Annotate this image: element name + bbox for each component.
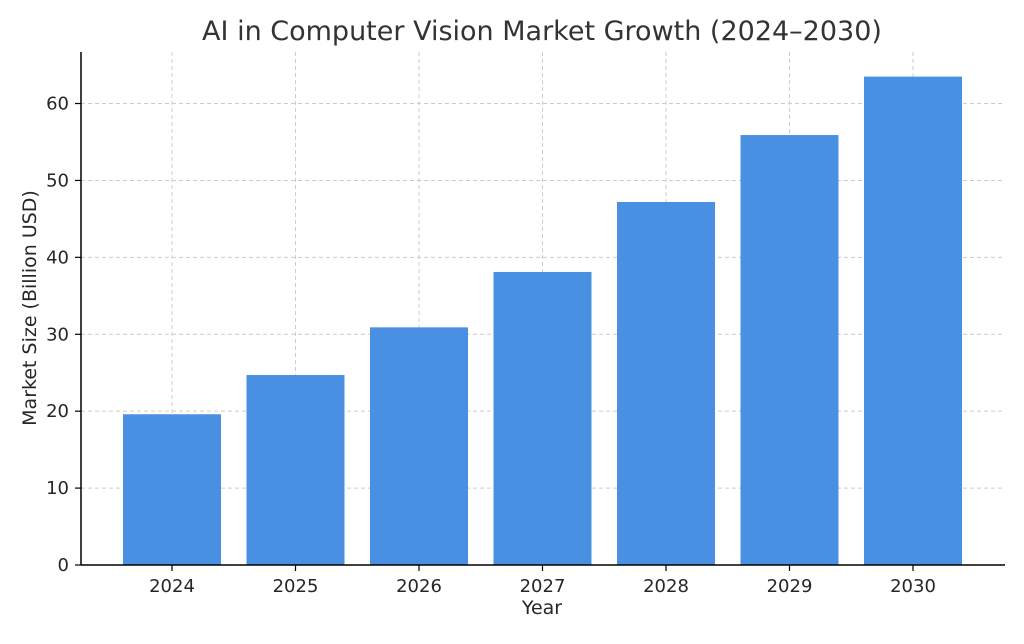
- y-axis-label: Market Size (Billion USD): [19, 190, 41, 426]
- y-tick-label: 30: [46, 324, 69, 345]
- y-tick-label: 20: [46, 401, 69, 422]
- y-tick-label: 50: [46, 170, 69, 191]
- y-tick-label: 60: [46, 94, 69, 115]
- x-tick-label: 2025: [273, 576, 319, 597]
- y-tick-label: 10: [46, 478, 69, 499]
- y-tick-label: 0: [58, 555, 69, 576]
- bar-2025: [246, 375, 345, 565]
- bar-2030: [864, 76, 962, 565]
- bar-2027: [493, 271, 592, 565]
- bars-layer: [123, 76, 962, 566]
- x-tick-label: 2029: [767, 576, 813, 597]
- x-tick-label: 2030: [890, 576, 936, 597]
- bar-2029: [740, 135, 839, 566]
- bar-2028: [617, 201, 715, 565]
- x-tick-label: 2028: [643, 576, 689, 597]
- chart-title: AI in Computer Vision Market Growth (202…: [202, 16, 882, 47]
- x-tick-label: 2024: [149, 576, 195, 597]
- x-tick-label: 2026: [396, 576, 442, 597]
- bar-2026: [370, 327, 468, 565]
- bar-2024: [123, 414, 221, 565]
- x-tick-label: 2027: [520, 576, 566, 597]
- x-axis-label: Year: [521, 597, 562, 619]
- y-tick-label: 40: [46, 247, 69, 268]
